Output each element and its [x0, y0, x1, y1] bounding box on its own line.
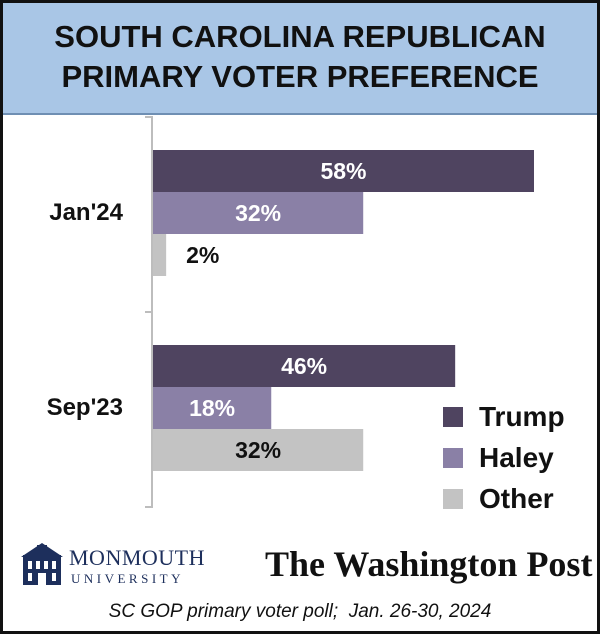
- title-line-2: PRIMARY VOTER PREFERENCE: [61, 59, 539, 94]
- chart-title: SOUTH CAROLINA REPUBLICAN PRIMARY VOTER …: [3, 17, 597, 97]
- category-label-jan-24: Jan'24: [49, 199, 123, 226]
- legend-swatch-other: [443, 489, 463, 509]
- bar-chart: Jan'2458%32%2%Sep'2346%18%32%TrumpHaleyO…: [47, 116, 565, 514]
- data-label-trump-sep-23: 46%: [281, 353, 327, 379]
- legend-label-haley: Haley: [479, 442, 554, 473]
- monmouth-name: MONMOUTH: [69, 545, 205, 570]
- title-line-1: SOUTH CAROLINA REPUBLICAN: [54, 19, 546, 54]
- legend-label-trump: Trump: [479, 401, 565, 432]
- washington-post-logo: The Washington Post: [265, 544, 593, 584]
- bar-haley-jan-24: [153, 192, 364, 234]
- bar-other-jan-24: [153, 234, 167, 276]
- bar-trump-jan-24: [153, 150, 534, 192]
- data-label-trump-jan-24: 58%: [320, 158, 366, 184]
- data-label-other-sep-23: 32%: [235, 437, 281, 463]
- legend-swatch-trump: [443, 407, 463, 427]
- bar-haley-sep-23: [153, 387, 272, 429]
- footnote: SC GOP primary voter poll; Jan. 26-30, 2…: [108, 601, 492, 622]
- bar-trump-sep-23: [153, 345, 456, 387]
- title-banner: SOUTH CAROLINA REPUBLICAN PRIMARY VOTER …: [3, 3, 597, 115]
- category-label-sep-23: Sep'23: [47, 394, 123, 421]
- monmouth-sub: UNIVERSITY: [71, 571, 184, 586]
- monmouth-building-icon: [21, 543, 63, 585]
- data-label-haley-jan-24: 32%: [235, 200, 281, 226]
- legend-swatch-haley: [443, 448, 463, 468]
- data-label-other-jan-24: 2%: [186, 242, 219, 268]
- bar-other-sep-23: [153, 429, 364, 471]
- data-label-haley-sep-23: 18%: [189, 395, 235, 421]
- monmouth-logo: MONMOUTH UNIVERSITY: [21, 541, 231, 589]
- legend-label-other: Other: [479, 483, 554, 514]
